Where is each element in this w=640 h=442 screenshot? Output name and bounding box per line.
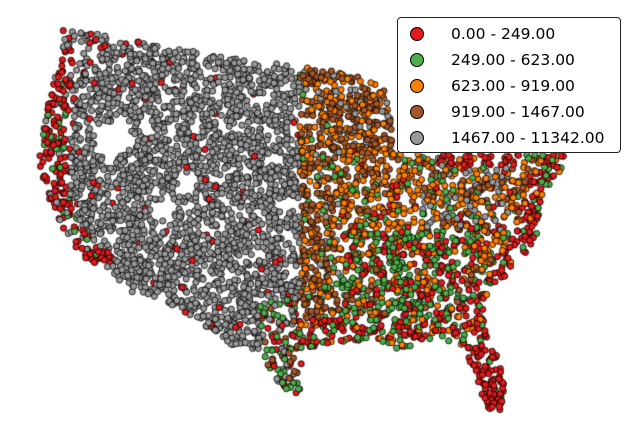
legend-marker-orange xyxy=(410,79,424,93)
legend-entry-class-1: 0.00 - 249.00 xyxy=(410,24,555,44)
legend-marker-brown xyxy=(410,105,424,119)
legend-marker-green xyxy=(410,53,424,67)
map-legend: 0.00 - 249.00 249.00 - 623.00 623.00 - 9… xyxy=(397,17,621,153)
legend-entry-class-2: 249.00 - 623.00 xyxy=(410,50,575,70)
legend-label: 919.00 - 1467.00 xyxy=(451,103,585,121)
legend-label: 0.00 - 249.00 xyxy=(451,25,556,43)
legend-label: 623.00 - 919.00 xyxy=(451,77,575,95)
legend-label: 1467.00 - 11342.00 xyxy=(451,129,605,147)
legend-label: 249.00 - 623.00 xyxy=(451,51,575,69)
legend-entry-class-3: 623.00 - 919.00 xyxy=(410,76,575,96)
legend-marker-gray xyxy=(410,131,424,145)
legend-entry-class-4: 919.00 - 1467.00 xyxy=(410,102,585,122)
legend-marker-red xyxy=(410,27,424,41)
legend-entry-class-5: 1467.00 - 11342.00 xyxy=(410,128,605,148)
